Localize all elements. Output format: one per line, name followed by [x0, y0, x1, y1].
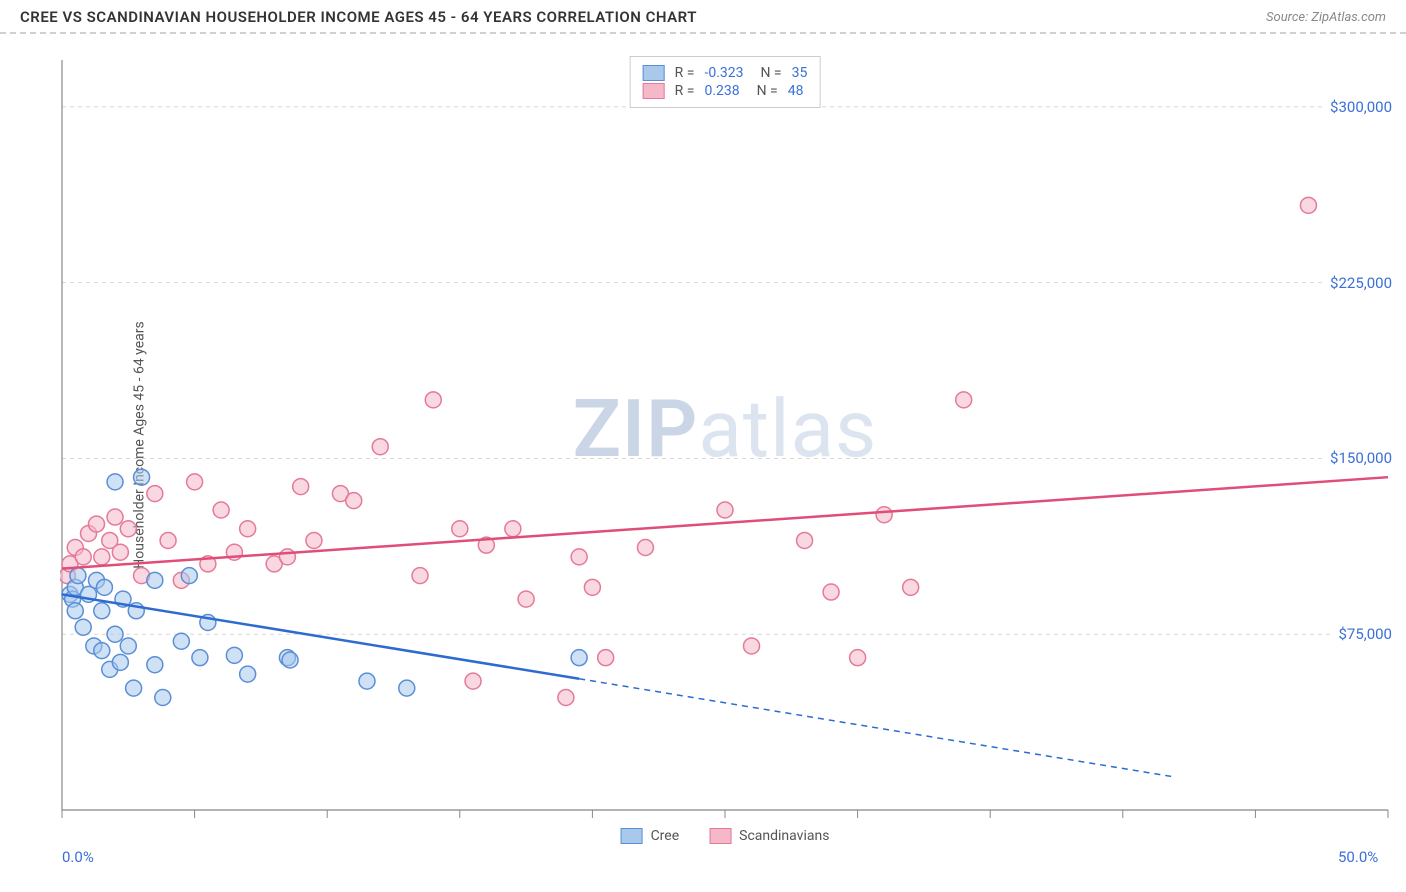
- chart-header: CREE VS SCANDINAVIAN HOUSEHOLDER INCOME …: [0, 0, 1406, 34]
- legend-item-cree: Cree: [621, 828, 680, 844]
- chart-title: CREE VS SCANDINAVIAN HOUSEHOLDER INCOME …: [20, 8, 697, 26]
- y-tick-label: $225,000: [1326, 274, 1396, 292]
- chart-area: Householder Income Ages 45 - 64 years ZI…: [60, 50, 1390, 840]
- legend-row-scandinavians: R = 0.238 N = 48: [643, 83, 808, 99]
- y-tick-label: $150,000: [1326, 449, 1396, 467]
- y-tick-label: $300,000: [1326, 98, 1396, 116]
- legend-item-scandinavians: Scandinavians: [709, 828, 829, 844]
- y-tick-label: $75,000: [1334, 625, 1396, 643]
- legend-row-cree: R = -0.323 N = 35: [643, 65, 808, 81]
- n-value: 48: [788, 83, 804, 99]
- swatch-scandinavians: [643, 83, 665, 99]
- source-label: Source: ZipAtlas.com: [1266, 10, 1386, 25]
- swatch-scandinavians-icon: [709, 828, 731, 844]
- x-tick-label: 50.0%: [1338, 848, 1378, 866]
- swatch-cree-icon: [621, 828, 643, 844]
- scatter-plot: [60, 50, 1390, 840]
- series-legend: Cree Scandinavians: [621, 828, 830, 844]
- swatch-cree: [643, 65, 665, 81]
- r-value: 0.238: [704, 83, 739, 99]
- correlation-legend: R = -0.323 N = 35 R = 0.238 N = 48: [630, 56, 821, 108]
- x-tick-label: 0.0%: [62, 848, 94, 866]
